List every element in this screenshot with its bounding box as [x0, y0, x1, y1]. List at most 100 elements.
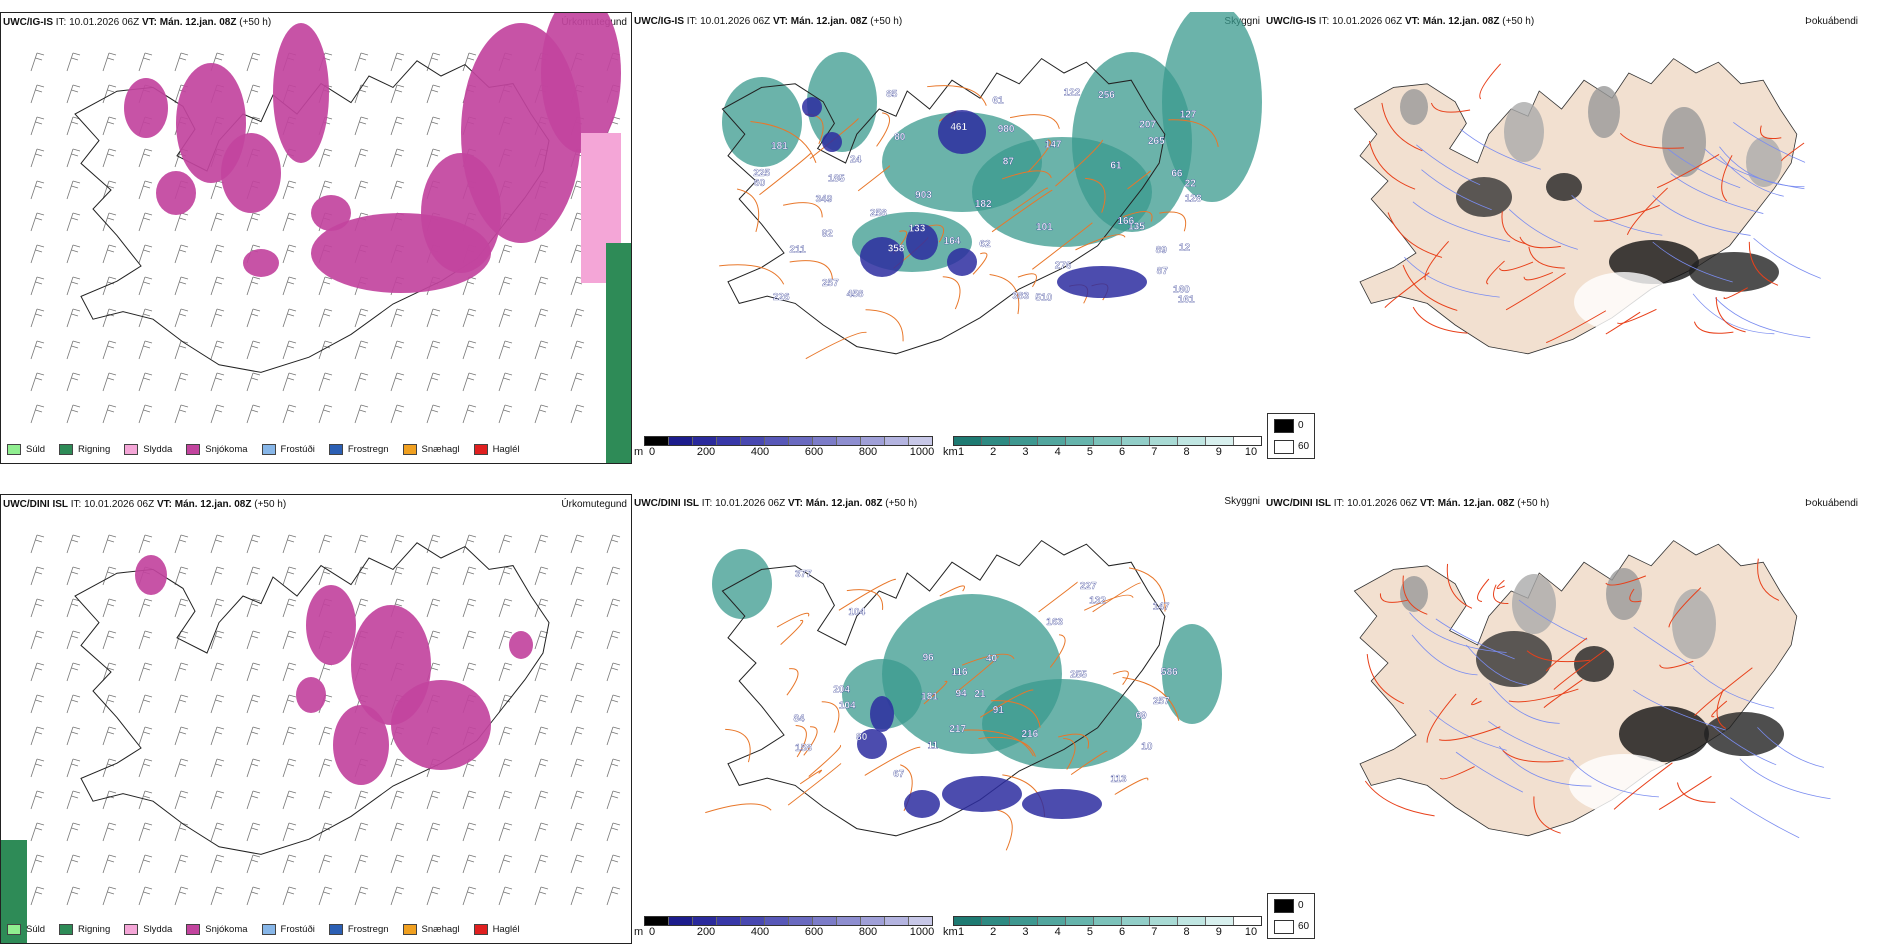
wind-barb — [174, 212, 189, 232]
river — [1753, 238, 1821, 279]
wind-barb — [66, 854, 81, 874]
colorbar-tick: 9 — [1215, 446, 1222, 458]
wind-barb — [462, 886, 477, 906]
road-segment — [1748, 241, 1779, 286]
cloudbase-area — [857, 729, 887, 759]
fog-area — [1400, 89, 1428, 125]
wind-barb — [462, 372, 477, 392]
wind-barb — [534, 340, 549, 360]
road-segment — [1001, 170, 1052, 180]
colorbar-tick: 2 — [990, 926, 997, 938]
wind-barb — [282, 886, 297, 906]
wind-barb — [102, 822, 117, 842]
wind-barb — [138, 372, 153, 392]
wind-barb — [318, 758, 333, 778]
colorbar-swatch — [1066, 917, 1094, 925]
cloudbase-label: 147 — [1045, 140, 1062, 151]
wind-barb — [246, 790, 261, 810]
wind-barb — [498, 726, 513, 746]
wind-barb — [138, 886, 153, 906]
fog-area — [1574, 646, 1614, 682]
wind-barb — [30, 148, 45, 168]
legend-item: Haglél — [473, 444, 520, 455]
road-segment — [1693, 321, 1734, 334]
cloudbase-label: 80 — [894, 132, 906, 143]
wind-barb — [318, 822, 333, 842]
legend-label: Snjókoma — [205, 444, 248, 455]
snow-area — [296, 677, 326, 713]
legend-item: Frostúði — [261, 444, 315, 455]
road-segment — [963, 729, 1034, 757]
panel-header: UWC/DINI ISL IT: 10.01.2026 06Z VT: Mán.… — [1266, 498, 1550, 509]
wind-barb — [390, 822, 405, 842]
wind-barb — [318, 404, 333, 424]
wind-barb — [606, 662, 621, 682]
road-segment — [1364, 780, 1435, 817]
road-segment — [1526, 650, 1590, 663]
road-network — [1368, 63, 1805, 344]
wind-barb — [498, 758, 513, 778]
cloudbase-label: 158 — [795, 743, 812, 754]
colorbar-swatches — [644, 916, 933, 926]
wind-barb — [66, 276, 81, 296]
colorbar-swatch — [789, 917, 813, 925]
road-segment — [1012, 187, 1048, 212]
road-segment — [956, 655, 999, 693]
fog-area — [1574, 272, 1674, 332]
snow-area — [156, 171, 196, 215]
precip-map — [30, 13, 631, 463]
road-segment — [1412, 306, 1468, 334]
wind-barb — [282, 340, 297, 360]
precip-panel-bottom: UWC/DINI ISL IT: 10.01.2026 06Z VT: Mán.… — [0, 494, 632, 944]
wind-barb — [174, 404, 189, 424]
road-segment — [972, 252, 988, 275]
wind-barb — [174, 372, 189, 392]
river — [1711, 724, 1777, 766]
iceland-outline — [721, 539, 1166, 837]
wind-barb — [462, 534, 477, 554]
legend-item: Frostregn — [328, 924, 389, 935]
wind-barb — [570, 662, 585, 682]
wind-barb — [246, 534, 261, 554]
cloudbase-label: 204 — [833, 685, 850, 696]
colorbar-tick: 200 — [696, 446, 716, 458]
wind-barb — [66, 404, 81, 424]
wind-barb — [174, 790, 189, 810]
road-segment — [1122, 676, 1180, 721]
legend-label: Frostúði — [280, 924, 315, 935]
wind-barb — [534, 822, 549, 842]
wind-barb — [354, 180, 369, 200]
road-segment — [961, 653, 1015, 666]
wind-barb — [354, 598, 369, 618]
wind-barb — [462, 822, 477, 842]
cloudbase-label: 163 — [1046, 617, 1063, 628]
snow-area — [391, 680, 491, 770]
wind-barb — [210, 854, 225, 874]
cloud-panel-bottom: UWC/DINI ISL IT: 10.01.2026 06Z VT: Mán.… — [632, 494, 1264, 944]
wind-barb — [210, 822, 225, 842]
legend-swatch — [473, 444, 488, 455]
road-segment — [789, 260, 833, 280]
river — [1455, 751, 1524, 793]
cloudbase-label: 458 — [847, 289, 864, 300]
cloudbase-labels: 80 66 147 22 903 12 133 122 89 207 24 135 61 358 211 18… — [753, 88, 1202, 306]
cloudbase-label: 116 — [951, 667, 968, 678]
wind-barb — [570, 598, 585, 618]
wind-barb — [102, 116, 117, 136]
cloudbase-label: 61 — [992, 96, 1004, 107]
wind-barb — [30, 822, 45, 842]
road-segment — [942, 276, 961, 310]
colorbar-tick: 400 — [750, 926, 770, 938]
road-segment — [1519, 236, 1561, 249]
road-segment — [1159, 211, 1187, 232]
road-segment — [1058, 733, 1090, 749]
road-segment — [1430, 102, 1471, 113]
wind-barb — [66, 886, 81, 906]
cloudbase-label: 92 — [822, 228, 834, 239]
wind-barb — [246, 854, 261, 874]
cloudbase-label: 66 — [1171, 168, 1183, 179]
wind-barb — [246, 404, 261, 424]
legend-swatch — [59, 444, 74, 455]
colorbar-swatch — [1094, 917, 1122, 925]
fog-area — [1689, 252, 1779, 292]
